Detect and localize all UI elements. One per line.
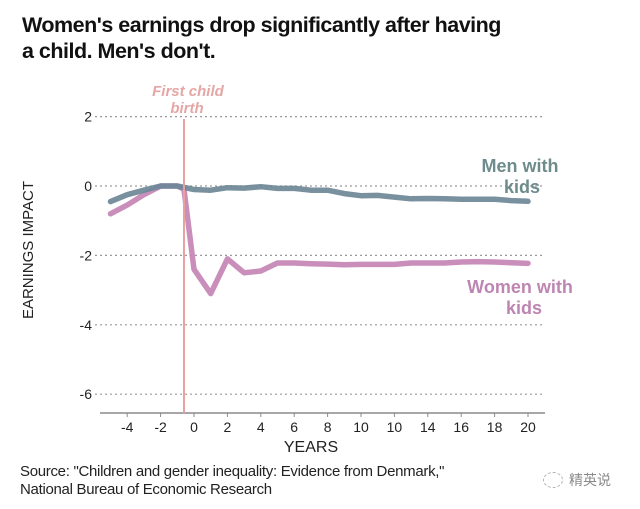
y-tick-label: 0	[84, 178, 92, 194]
chart-plot: 20-2-4-6 -4 -2 0 2 4 6 8 10 10 14 16 18 20 EARNINGS …	[20, 83, 573, 456]
x-axis-label: YEARS	[284, 439, 338, 456]
chart-title: Women's earnings drop significantly afte…	[22, 12, 622, 64]
x-tick-label: 4	[257, 419, 265, 435]
y-tick-label: 2	[84, 109, 92, 125]
y-tick-label: -4	[80, 317, 93, 333]
y-tick-label: -6	[80, 386, 93, 402]
men-series-label-line-1: Men with	[482, 156, 559, 176]
women-series-label-line-2: kids	[506, 298, 542, 318]
x-tick-label: 20	[520, 419, 536, 435]
series-lines	[107, 183, 531, 297]
men-series-label-line-2: kids	[504, 177, 540, 197]
chart-title-line-1: Women's earnings drop significantly afte…	[22, 13, 501, 37]
source-line-2: National Bureau of Economic Research	[20, 481, 272, 498]
gridlines	[95, 115, 545, 395]
wechat-icon	[543, 472, 563, 488]
source-line-1: Source: "Children and gender inequality:…	[20, 463, 445, 480]
y-axis-label: EARNINGS IMPACT	[20, 181, 37, 319]
first-child-birth-label-line-2: birth	[170, 100, 203, 117]
x-tick-label: 14	[420, 419, 436, 435]
watermark: 精英说	[543, 470, 611, 490]
women-with-kids-line	[107, 183, 531, 297]
x-tick-label: -4	[121, 419, 134, 435]
women-series-label-line-1: Women with	[467, 277, 573, 297]
source-note: Source: "Children and gender inequality:…	[20, 463, 444, 499]
first-child-birth-label-line-1: First child	[152, 83, 225, 100]
x-tick-label: 18	[487, 419, 503, 435]
x-tick-label: 8	[324, 419, 332, 435]
x-tick-label: 10	[353, 419, 369, 435]
y-tick-labels: 2 0 -2 -4 -6	[80, 109, 93, 403]
men-with-kids-line	[107, 183, 531, 205]
x-tick-label: 2	[224, 419, 232, 435]
x-tick-label: 6	[290, 419, 298, 435]
x-tick-label: 10	[387, 419, 403, 435]
x-tick-label: 0	[190, 419, 198, 435]
y-tick-label: -2	[80, 247, 93, 263]
x-axis: -4 -2 0 2 4 6 8 10 10 14 16 18 20	[100, 412, 545, 435]
chart-title-line-2: a child. Men's don't.	[22, 39, 216, 63]
x-tick-label: -2	[154, 419, 167, 435]
x-tick-label: 16	[453, 419, 469, 435]
watermark-text: 精英说	[569, 473, 611, 489]
